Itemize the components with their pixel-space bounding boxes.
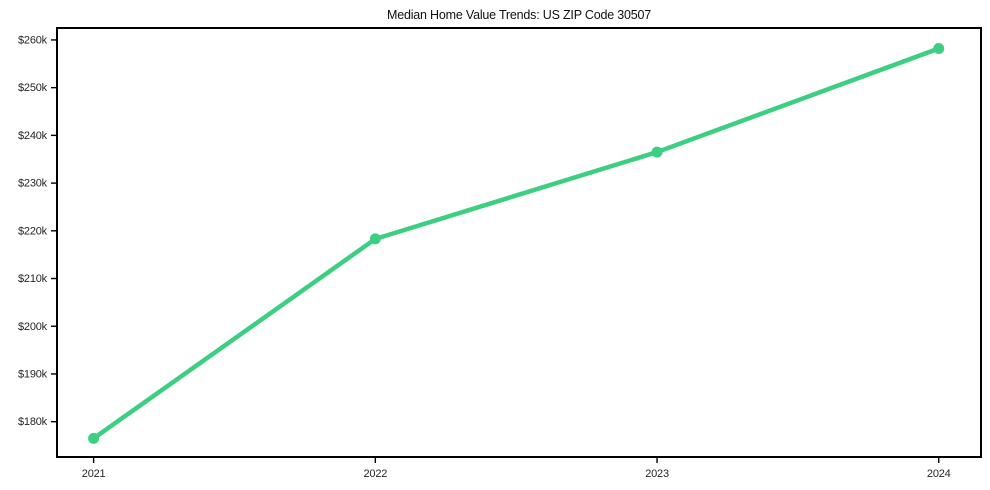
axes-box [56,27,982,458]
y-tick-label: $230k [18,178,48,190]
chart-title: Median Home Value Trends: US ZIP Code 30… [386,8,651,22]
x-tick-label: 2022 [363,468,387,480]
x-tick-label: 2023 [645,468,669,480]
x-tick-label: 2024 [927,468,951,480]
x-tick-label: 2021 [82,468,106,480]
y-tick-label: $210k [18,273,48,285]
y-tick-label: $200k [18,321,48,333]
y-tick-label: $220k [18,225,48,237]
axes-spines [56,27,982,458]
y-tick-label: $250k [18,82,48,94]
data-point [369,233,381,245]
data-point [933,43,945,55]
x-axis-ticks: 2021 2022 2023 2024 [82,457,951,480]
trend-series [88,43,945,444]
trend-line [91,46,941,441]
y-tick-label: $180k [18,416,48,428]
data-point [651,146,663,158]
data-point [88,432,100,444]
y-tick-label: $240k [18,130,48,142]
y-tick-label: $190k [18,368,48,380]
y-tick-label: $260k [18,34,48,46]
y-axis-ticks: $180k $190k $200k $210k $220k $230k $240k $250k… [18,34,57,428]
